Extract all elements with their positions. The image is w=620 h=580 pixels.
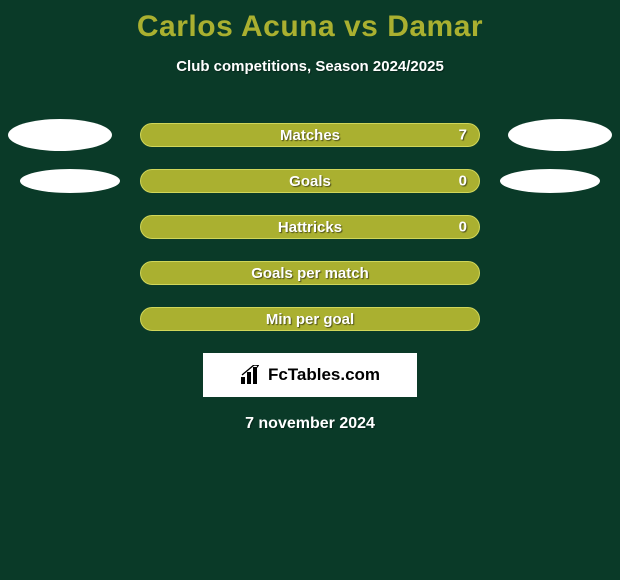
- stat-value-right: 0: [459, 173, 467, 190]
- right-marker: [500, 169, 600, 193]
- page-title: Carlos Acuna vs Damar: [0, 0, 620, 44]
- stat-label: Matches: [280, 127, 340, 144]
- stat-value-right: 0: [459, 219, 467, 236]
- page-subtitle: Club competitions, Season 2024/2025: [0, 58, 620, 75]
- stat-row-matches: Matches 7: [0, 123, 620, 149]
- stat-bar: Matches 7: [140, 123, 480, 147]
- stat-label: Goals: [289, 173, 331, 190]
- stat-row-hattricks: Hattricks 0: [0, 215, 620, 241]
- stat-row-goals: Goals 0: [0, 169, 620, 195]
- branding-text: FcTables.com: [268, 365, 380, 385]
- stat-rows: Matches 7 Goals 0 Hattricks 0 Goals per …: [0, 123, 620, 333]
- left-marker: [20, 169, 120, 193]
- left-marker: [8, 119, 112, 151]
- right-marker: [508, 119, 612, 151]
- stat-bar: Goals 0: [140, 169, 480, 193]
- stat-row-goals-per-match: Goals per match: [0, 261, 620, 287]
- stat-bar: Min per goal: [140, 307, 480, 331]
- stat-bar: Goals per match: [140, 261, 480, 285]
- stat-row-min-per-goal: Min per goal: [0, 307, 620, 333]
- branding-badge[interactable]: FcTables.com: [203, 353, 417, 397]
- stat-label: Hattricks: [278, 219, 342, 236]
- stat-bar: Hattricks 0: [140, 215, 480, 239]
- stat-label: Goals per match: [251, 265, 369, 282]
- snapshot-date: 7 november 2024: [0, 415, 620, 433]
- stat-label: Min per goal: [266, 311, 354, 328]
- comparison-card: Carlos Acuna vs Damar Club competitions,…: [0, 0, 620, 580]
- stat-value-right: 7: [459, 127, 467, 144]
- bar-chart-icon: [240, 365, 262, 385]
